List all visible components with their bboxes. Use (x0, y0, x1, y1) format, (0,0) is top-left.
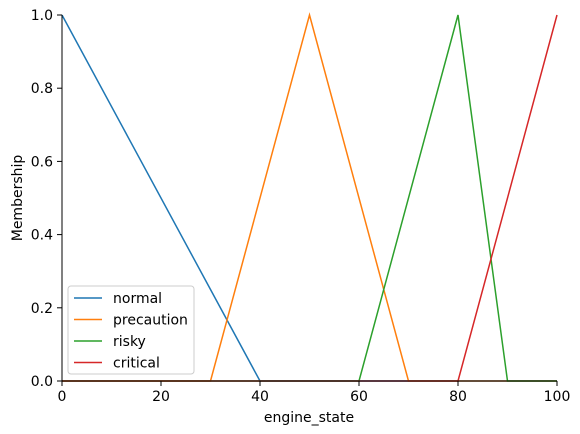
y-tick-label: 0.8 (31, 81, 53, 97)
x-tick-label: 40 (251, 389, 269, 405)
legend-label-normal: normal (113, 291, 162, 307)
y-tick-label: 1.0 (31, 8, 53, 24)
x-tick-label: 80 (449, 389, 467, 405)
x-tick-label: 60 (350, 389, 368, 405)
axes-layer: 0 20 40 60 80 100 0.0 0.2 0.4 0.6 0.8 1.0 (31, 8, 571, 405)
y-tick-label: 0.2 (31, 301, 53, 317)
x-tick-label: 100 (544, 389, 571, 405)
legend-label-risky: risky (113, 334, 146, 350)
x-tick-label: 0 (58, 389, 67, 405)
legend-label-critical: critical (113, 356, 160, 372)
y-tick-label: 0.4 (31, 228, 53, 244)
legend: normal precaution risky critical (67, 285, 195, 375)
y-tick-label: 0.6 (31, 154, 53, 170)
y-tick-label: 0.0 (31, 374, 53, 390)
x-tick-label: 20 (152, 389, 170, 405)
legend-box (67, 285, 195, 375)
y-axis-title: Membership (10, 155, 26, 242)
legend-label-precaution: precaution (113, 313, 188, 329)
x-axis-title: engine_state (264, 410, 354, 426)
